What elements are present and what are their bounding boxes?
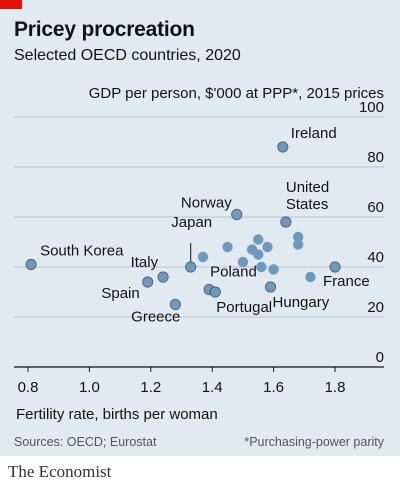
x-tick-label: 1.8: [325, 379, 346, 396]
data-point: [292, 239, 304, 250]
point-label-japan: Japan: [171, 214, 212, 231]
source-note: Sources: OECD; Eurostat: [14, 435, 157, 449]
point-label-spain: Spain: [101, 285, 139, 302]
data-point: [253, 249, 264, 260]
data-point-greece: [169, 298, 181, 311]
scatter-plot: 0 20 40 60 80 100 0.8 1.0 1.2 1.4 1.6 1.8 South Kor…: [14, 100, 384, 396]
y-tick-label: 60: [367, 199, 384, 216]
data-point-hungary: [264, 281, 277, 293]
data-point-italy: [157, 271, 169, 283]
point-label-ireland: Ireland: [291, 125, 337, 142]
data-point: [237, 256, 249, 268]
point-label-france: France: [323, 273, 370, 290]
x-axis-label: Fertility rate, births per woman: [16, 406, 218, 423]
data-point: [222, 241, 233, 253]
y-tick-label: 20: [367, 299, 384, 316]
x-tick-label: 0.8: [18, 379, 39, 396]
publisher-bar: [0, 456, 400, 486]
chart-subtitle: Selected OECD countries, 2020: [14, 47, 241, 64]
brand-bar: [0, 0, 22, 9]
data-point-france: [329, 261, 341, 273]
publisher-logo: The Economist: [8, 462, 112, 481]
data-point: [197, 251, 209, 263]
point-label-greece: Greece: [131, 309, 180, 326]
x-tick-label: 1.2: [140, 379, 161, 396]
point-label-hungary: Hungary: [273, 294, 330, 311]
chart-title: Pricey procreation: [14, 18, 195, 41]
point-label-south-korea: South Korea: [40, 243, 124, 260]
x-tick-label: 1.0: [79, 379, 100, 396]
data-point-united-states: [280, 216, 292, 228]
y-tick-label: 80: [367, 149, 384, 166]
data-point-portugal: [209, 286, 221, 298]
data-point-spain: [142, 276, 154, 288]
point-label-italy: Italy: [131, 254, 159, 271]
y-axis-label: GDP per person, $'000 at PPP*, 2015 pric…: [88, 85, 384, 102]
data-point: [292, 231, 304, 243]
x-tick-label: 1.6: [263, 379, 284, 396]
data-point: [268, 264, 279, 275]
data-point-south-korea: [25, 258, 37, 271]
data-point-norway: [231, 208, 243, 221]
point-label-portugal: Portugal: [216, 299, 272, 316]
y-tick-label: 100: [359, 100, 384, 116]
point-label-poland: Poland: [210, 264, 257, 281]
y-tick-label: 40: [367, 249, 384, 266]
y-tick-label: 0: [376, 349, 384, 366]
footnote: *Purchasing-power parity: [244, 435, 384, 449]
data-point-ireland: [277, 141, 289, 153]
data-point-japan: [185, 261, 197, 273]
data-point: [253, 234, 264, 245]
data-point: [305, 271, 316, 283]
data-point: [262, 241, 273, 253]
data-point: [256, 261, 267, 273]
x-tick-label: 1.4: [202, 379, 223, 396]
point-label-norway: Norway: [181, 195, 232, 212]
point-label-united-states: United States: [286, 179, 329, 213]
